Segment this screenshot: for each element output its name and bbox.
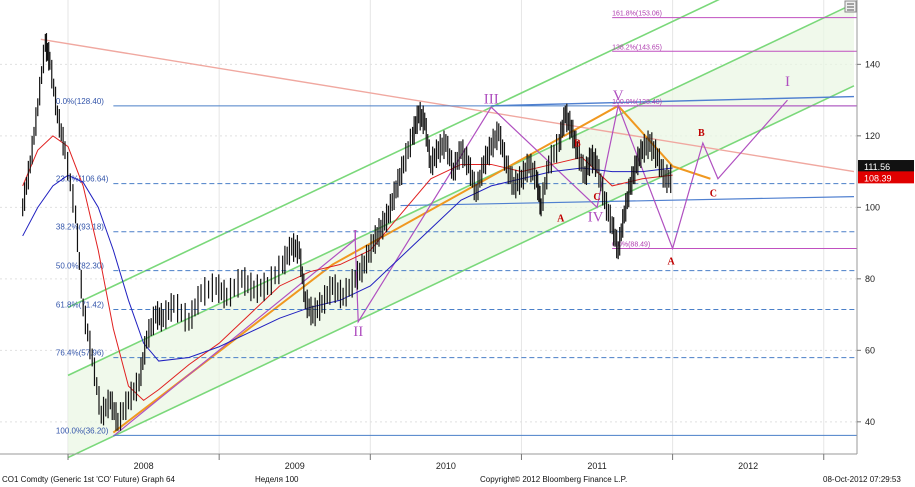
- moving-averages: [22, 135, 673, 402]
- fibonacci-levels: 0.0%(128.40) 23.6%(106.64) 38.2%(93.18) 50.…: [56, 11, 857, 436]
- trend-channel: [40, 0, 855, 459]
- y-tick-label: 60: [865, 345, 875, 355]
- y-tick-label: 120: [865, 131, 880, 141]
- fib-label: 0.0%(88.49): [612, 241, 650, 248]
- y-tick-label: 80: [865, 274, 875, 284]
- wave-label: V: [613, 88, 624, 104]
- channel-upper: [67, 0, 720, 309]
- price-series: [22, 33, 672, 431]
- channel-band: [68, 3, 854, 458]
- wave-label: IV: [588, 210, 604, 226]
- wave-label: C: [593, 192, 600, 203]
- wave-label: C: [710, 189, 717, 200]
- fib-label: 38.2%(93.18): [56, 223, 104, 232]
- x-tick-label: 2010: [436, 461, 456, 471]
- resistance-line: [491, 95, 854, 107]
- moving-average-line: [22, 135, 673, 402]
- channel-bottom: [67, 85, 855, 459]
- fib-label: 100.0%(36.20): [56, 426, 109, 435]
- wave-label: II: [353, 324, 363, 340]
- fib-label: 161.8%(153.06): [612, 11, 662, 18]
- price-badge: [858, 160, 914, 173]
- fib-label: 100.0%(128.40): [612, 99, 662, 106]
- settings-icon[interactable]: [844, 0, 857, 13]
- fib-label: 76.4%(57.96): [56, 349, 104, 358]
- channel-top: [67, 2, 855, 377]
- y-tick-label: 40: [865, 417, 875, 427]
- price-badge-label: 108.39: [864, 173, 892, 183]
- x-tick-label: 2011: [587, 461, 606, 471]
- timestamp-label: 08-Oct-2012 07:29:53: [823, 475, 901, 484]
- wave-label: III: [484, 92, 499, 108]
- fib-label: 23.6%(106.64): [56, 175, 109, 184]
- y-axis: 40 60 80 100 120 140: [856, 0, 880, 454]
- period-label: Неделя 100: [255, 475, 299, 484]
- copyright-label: Copyright© 2012 Bloomberg Finance L.P.: [480, 475, 628, 484]
- fib-label: 0.0%(128.40): [56, 97, 104, 106]
- x-tick-label: 2012: [738, 461, 758, 471]
- security-label: CO1 Comdty (Generic 1st 'CO' Future) Gra…: [2, 475, 175, 484]
- elliott-wave-path: [112, 99, 788, 437]
- fib-label: 138.2%(143.65): [612, 44, 662, 51]
- wave-label: I: [353, 228, 358, 244]
- wave-label: I: [785, 74, 790, 90]
- wave-label: B: [574, 139, 581, 150]
- price-badge: [858, 171, 914, 184]
- y-tick-label: 100: [865, 202, 880, 212]
- moving-average-line: [22, 167, 673, 362]
- x-tick-label: 2008: [134, 461, 154, 471]
- fib-label: 61.8%(71.42): [56, 301, 104, 310]
- wave-label: B: [698, 128, 705, 139]
- x-tick-label: 2009: [285, 461, 305, 471]
- wave-label: A: [557, 214, 565, 225]
- x-axis: 2008 2009 2010 2011 2012: [0, 453, 857, 471]
- y-tick-label: 140: [865, 59, 880, 69]
- fib-label: 50.0%(82.30): [56, 262, 104, 271]
- price-badge-label: 111.56: [864, 162, 890, 172]
- wave-label: A: [667, 257, 675, 268]
- chart-footer: CO1 Comdty (Generic 1st 'CO' Future) Gra…: [0, 475, 915, 487]
